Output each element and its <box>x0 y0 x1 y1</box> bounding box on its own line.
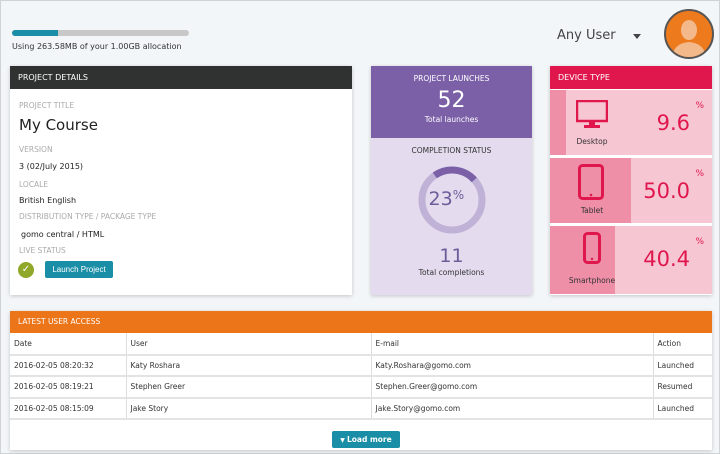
check-icon: ✓ <box>18 262 34 278</box>
device-name: Desktop <box>576 137 608 146</box>
device-type-panel: DEVICE TYPE Desktop 9.6 % Tablet 50.0 % … <box>550 66 712 295</box>
panel-header: PROJECT DETAILS <box>10 66 352 89</box>
device-name: Smartphone <box>568 276 616 285</box>
project-title-label: PROJECT TITLE <box>19 101 75 110</box>
load-more-button[interactable]: ▼ Load more <box>332 431 400 448</box>
live-status-label: LIVE STATUS <box>19 246 66 255</box>
completion-percent: 23 <box>428 188 453 210</box>
panel-header: PROJECT LAUNCHES <box>413 74 490 83</box>
panel-header: LATEST USER ACCESS <box>10 311 712 333</box>
locale-value: British English <box>19 196 77 205</box>
table-cell: Launched <box>653 354 712 377</box>
table-row: 2016-02-05 08:15:09 Jake Story Jake.Story@… <box>10 397 712 420</box>
percent-sign: % <box>452 188 465 202</box>
device-percent: 50.0 <box>643 179 690 203</box>
percent-sign: % <box>695 169 704 179</box>
table-row: 2016-02-05 08:20:32 Katy Roshara Katy.Rosh… <box>10 354 712 377</box>
user-filter-dropdown[interactable]: Any User <box>557 28 616 43</box>
panel-header: DEVICE TYPE <box>550 66 712 89</box>
table-cell: Launched <box>653 397 712 420</box>
table-cell: Stephen.Greer@gomo.com <box>371 376 654 399</box>
project-title: My Course <box>19 116 98 134</box>
completion-count-label: Total completions <box>418 268 485 277</box>
completion-count: 11 <box>439 245 464 267</box>
locale-label: LOCALE <box>19 180 49 189</box>
storage-usage-text: Using 263.58MB of your 1.00GB allocation <box>12 42 182 51</box>
column-header: User <box>126 333 372 356</box>
table-cell: Katy.Roshara@gomo.com <box>371 354 654 377</box>
percent-sign: % <box>695 101 704 111</box>
completion-status-section: COMPLETION STATUS 23% 11 Total completio… <box>371 138 532 278</box>
device-share-bar <box>550 90 566 155</box>
project-launches-section: PROJECT LAUNCHES 52 Total launches <box>371 66 532 138</box>
device-percent: 40.4 <box>643 247 690 271</box>
table-cell: 2016-02-05 08:15:09 <box>10 397 127 420</box>
load-more-label: Load more <box>346 435 392 444</box>
device-row-smartphone: Smartphone 40.4 % <box>550 226 712 294</box>
storage-progress-bar <box>12 30 189 36</box>
device-row-desktop: Desktop 9.6 % <box>550 90 712 155</box>
launch-project-button[interactable]: Launch Project <box>45 261 113 278</box>
panel-header: COMPLETION STATUS <box>411 146 492 155</box>
device-row-tablet: Tablet 50.0 % <box>550 158 712 223</box>
distribution-label: DISTRIBUTION TYPE / PACKAGE TYPE <box>19 212 157 221</box>
table-cell: Jake.Story@gomo.com <box>371 397 654 420</box>
device-name: Tablet <box>580 206 604 215</box>
user-access-table: Date User E-mail Action 2016-02-05 08:20… <box>10 333 712 420</box>
column-header: E-mail <box>371 333 654 356</box>
table-cell: Jake Story <box>126 397 372 420</box>
tablet-icon <box>578 164 604 204</box>
table-header-row: Date User E-mail Action <box>10 333 712 356</box>
launch-count: 52 <box>437 88 466 113</box>
column-header: Action <box>653 333 712 356</box>
smartphone-icon <box>583 232 601 268</box>
table-row: 2016-02-05 08:19:21 Stephen Greer Stephen.… <box>10 376 712 399</box>
completion-donut <box>418 166 485 234</box>
desktop-icon <box>575 99 609 134</box>
table-cell: 2016-02-05 08:20:32 <box>10 354 127 377</box>
device-share-bar <box>550 158 631 223</box>
table-cell: Resumed <box>653 376 712 399</box>
launches-completion-panel: PROJECT LAUNCHES 52 Total launches COMPL… <box>371 66 532 295</box>
avatar[interactable] <box>664 9 714 59</box>
version-value: 3 (02/July 2015) <box>19 162 84 171</box>
table-cell: Stephen Greer <box>126 376 372 399</box>
device-percent: 9.6 <box>656 111 690 135</box>
user-silhouette-icon <box>672 20 706 57</box>
table-cell: Katy Roshara <box>126 354 372 377</box>
chevron-down-icon[interactable] <box>633 34 641 39</box>
storage-progress-fill <box>12 30 58 36</box>
device-share-bar <box>550 226 616 294</box>
latest-user-access-panel: LATEST USER ACCESS Date User E-mail Acti… <box>10 311 712 450</box>
version-label: VERSION <box>19 145 53 154</box>
table-cell: 2016-02-05 08:19:21 <box>10 376 127 399</box>
project-details-panel: PROJECT DETAILS PROJECT TITLE My Course … <box>10 66 352 295</box>
percent-sign: % <box>695 237 704 247</box>
distribution-value: gomo central / HTML <box>21 230 105 239</box>
launch-count-label: Total launches <box>424 115 479 124</box>
column-header: Date <box>10 333 127 356</box>
caret-down-icon: ▼ <box>340 437 347 444</box>
